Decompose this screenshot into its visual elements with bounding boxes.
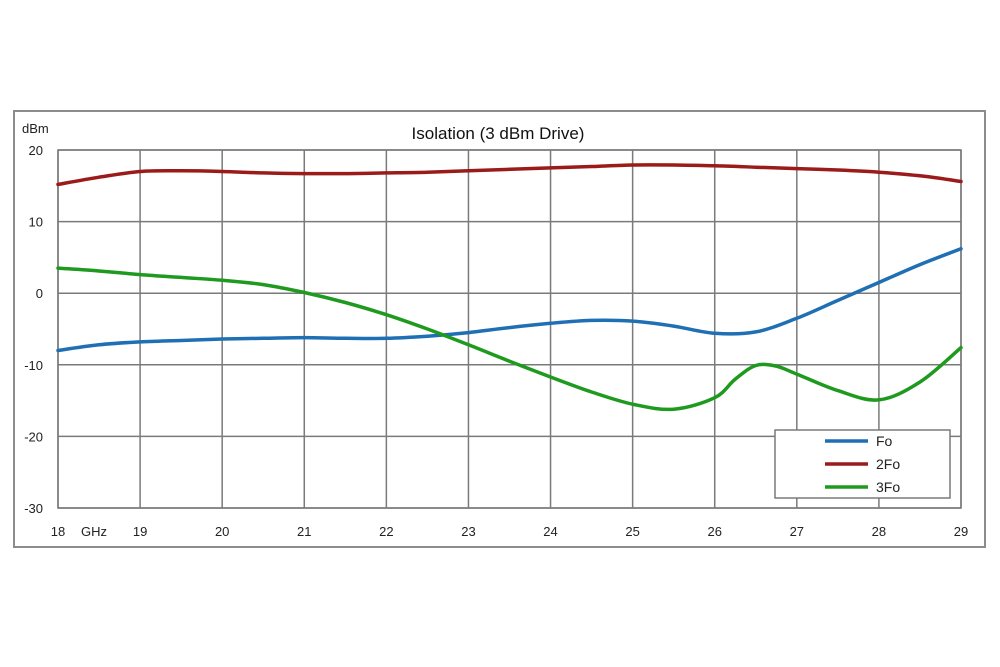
plot-area-border <box>57 149 962 509</box>
x-tick-label: 24 <box>543 524 557 539</box>
legend-label-3fo: 3Fo <box>876 479 900 495</box>
x-tick-label: 28 <box>872 524 886 539</box>
x-tick-label: 18 <box>51 524 65 539</box>
x-tick-label: 19 <box>133 524 147 539</box>
x-tick-label: 25 <box>625 524 639 539</box>
legend: Fo 2Fo 3Fo <box>774 429 951 499</box>
series-line-fo <box>56 247 963 353</box>
y-tick-label: 20 <box>29 143 43 158</box>
x-tick-label: 22 <box>379 524 393 539</box>
x-tick-label: 27 <box>790 524 804 539</box>
series-line-3fo <box>56 266 963 412</box>
series-lines <box>56 163 963 412</box>
legend-label-2fo: 2Fo <box>876 456 900 472</box>
x-tick-label: 29 <box>954 524 968 539</box>
y-tick-label: -10 <box>24 358 43 373</box>
y-tick-label: 0 <box>36 286 43 301</box>
chart-title: Isolation (3 dBm Drive) <box>412 124 585 143</box>
x-tick-label: 23 <box>461 524 475 539</box>
series-line-2fo <box>56 163 963 187</box>
x-tick-label: 21 <box>297 524 311 539</box>
y-axis-unit-label: dBm <box>22 121 49 136</box>
tick-labels: -30 -20 -10 0 10 20 18 19 20 21 22 23 24 25 26 27 28 29 <box>24 143 968 539</box>
x-axis-unit-label: GHz <box>81 524 107 539</box>
x-tick-label: 20 <box>215 524 229 539</box>
y-tick-label: -20 <box>24 429 43 444</box>
y-tick-label: -30 <box>24 501 43 516</box>
legend-label-fo: Fo <box>876 433 893 449</box>
y-tick-label: 10 <box>29 215 43 230</box>
x-tick-label: 26 <box>707 524 721 539</box>
